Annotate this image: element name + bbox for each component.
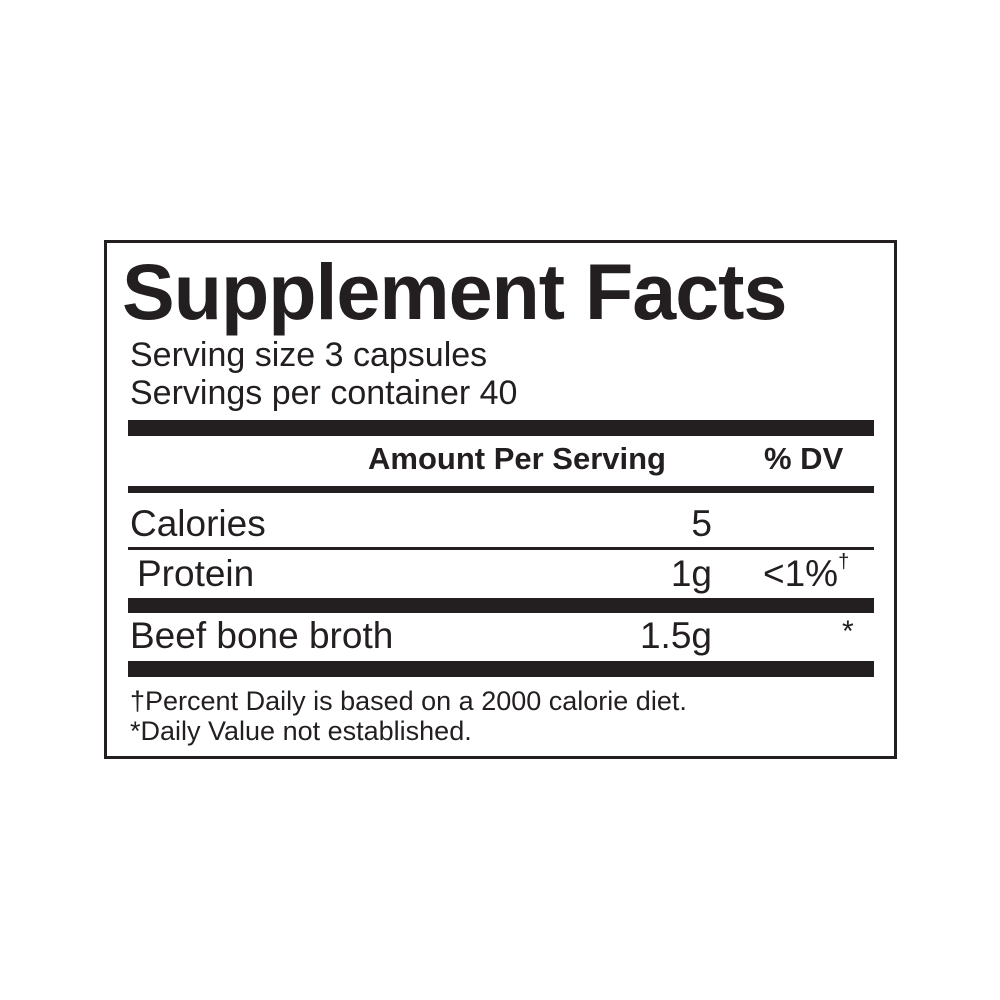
thick-divider	[128, 598, 874, 613]
dv-header: % DV	[764, 441, 844, 476]
row-protein-amount: 1g	[670, 553, 712, 594]
dv-value: <1%	[763, 553, 839, 594]
row-broth-dv: *	[842, 615, 854, 648]
row-protein-name: Protein	[137, 553, 255, 594]
footnote-not-established: *Daily Value not established.	[130, 716, 472, 746]
amount-per-serving-header: Amount Per Serving	[368, 441, 666, 476]
footnote-dv: †Percent Daily is based on a 2000 calori…	[130, 686, 687, 716]
supplement-facts-panel	[104, 240, 897, 759]
thick-divider	[128, 661, 874, 677]
panel-title: Supplement Facts	[122, 247, 787, 336]
row-broth-name: Beef bone broth	[130, 615, 394, 656]
row-calories-amount: 5	[691, 503, 712, 544]
serving-size: Serving size 3 capsules	[130, 336, 488, 374]
dagger-mark: †	[838, 551, 850, 573]
servings-per-container: Servings per container 40	[130, 374, 518, 412]
thick-divider	[128, 420, 874, 436]
medium-divider	[128, 486, 874, 493]
row-protein-dv: <1%†	[763, 551, 850, 595]
thin-divider	[128, 547, 874, 550]
row-broth-amount: 1.5g	[639, 615, 712, 656]
row-calories-name: Calories	[130, 503, 266, 544]
